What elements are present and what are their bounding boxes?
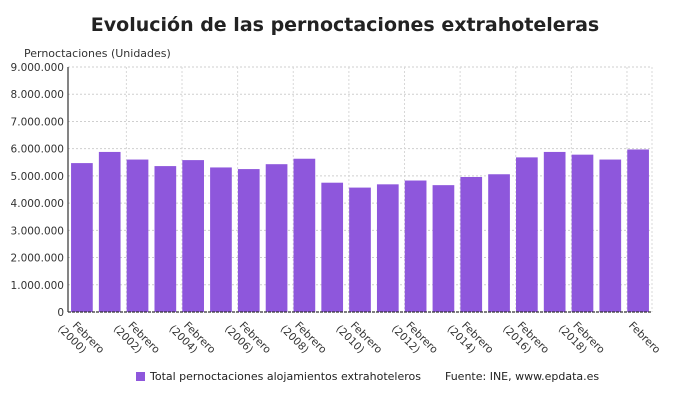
y-axis-label: Pernoctaciones (Unidades) [24, 47, 171, 60]
chart-title: Evolución de las pernoctaciones extrahot… [90, 14, 600, 36]
bar [460, 176, 483, 312]
bar [599, 159, 622, 312]
source-text: Fuente: INE, www.epdata.es [444, 370, 600, 383]
bar [265, 164, 288, 312]
x-tick-label: Febrero(2014) [445, 314, 496, 365]
bar [404, 180, 427, 312]
legend: Total pernoctaciones alojamientos extrah… [136, 370, 599, 383]
y-tick-label: 1.000.000 [11, 280, 64, 292]
x-tick-label: Febrero(2002) [111, 314, 162, 365]
bar [182, 160, 204, 312]
bar [293, 158, 316, 312]
x-tick-label: Febrero(2006) [222, 314, 273, 365]
y-tick-label: 4.000.000 [11, 198, 64, 210]
bar [432, 185, 455, 312]
x-tick-label: Febrero [626, 320, 663, 357]
bar [98, 151, 121, 312]
bar [154, 166, 177, 312]
y-tick-label: 8.000.000 [11, 89, 64, 101]
x-tick-label: Febrero(2016) [500, 314, 551, 365]
y-tick-label: 7.000.000 [11, 116, 64, 128]
x-tick-label: Febrero(2010) [333, 314, 384, 365]
y-tick-label: 2.000.000 [11, 253, 64, 265]
y-tick-label: 5.000.000 [11, 171, 64, 183]
y-tick-label: 6.000.000 [11, 144, 64, 156]
bar [126, 159, 149, 312]
bar [321, 182, 344, 312]
y-tick-label: 9.000.000 [11, 62, 64, 74]
bar [571, 154, 594, 312]
x-tick-label: Febrero(2008) [278, 314, 329, 365]
bar [237, 169, 260, 312]
legend-label: Total pernoctaciones alojamientos extrah… [150, 370, 421, 383]
legend-swatch [136, 372, 145, 381]
bar [71, 163, 93, 312]
bar [349, 187, 371, 312]
bar [210, 167, 232, 312]
bar [543, 151, 566, 312]
x-tick-label: Febrero(2012) [389, 314, 440, 365]
x-tick-label: Febrero(2000) [55, 314, 106, 365]
bar [376, 184, 399, 312]
bar [516, 157, 538, 312]
x-tick-label: Febrero(2018) [556, 314, 607, 365]
x-tick-label: Febrero(2004) [167, 314, 218, 365]
bar [627, 149, 649, 312]
y-tick-label: 3.000.000 [11, 225, 64, 237]
y-tick-label: 0 [57, 307, 64, 319]
bar [488, 174, 510, 312]
